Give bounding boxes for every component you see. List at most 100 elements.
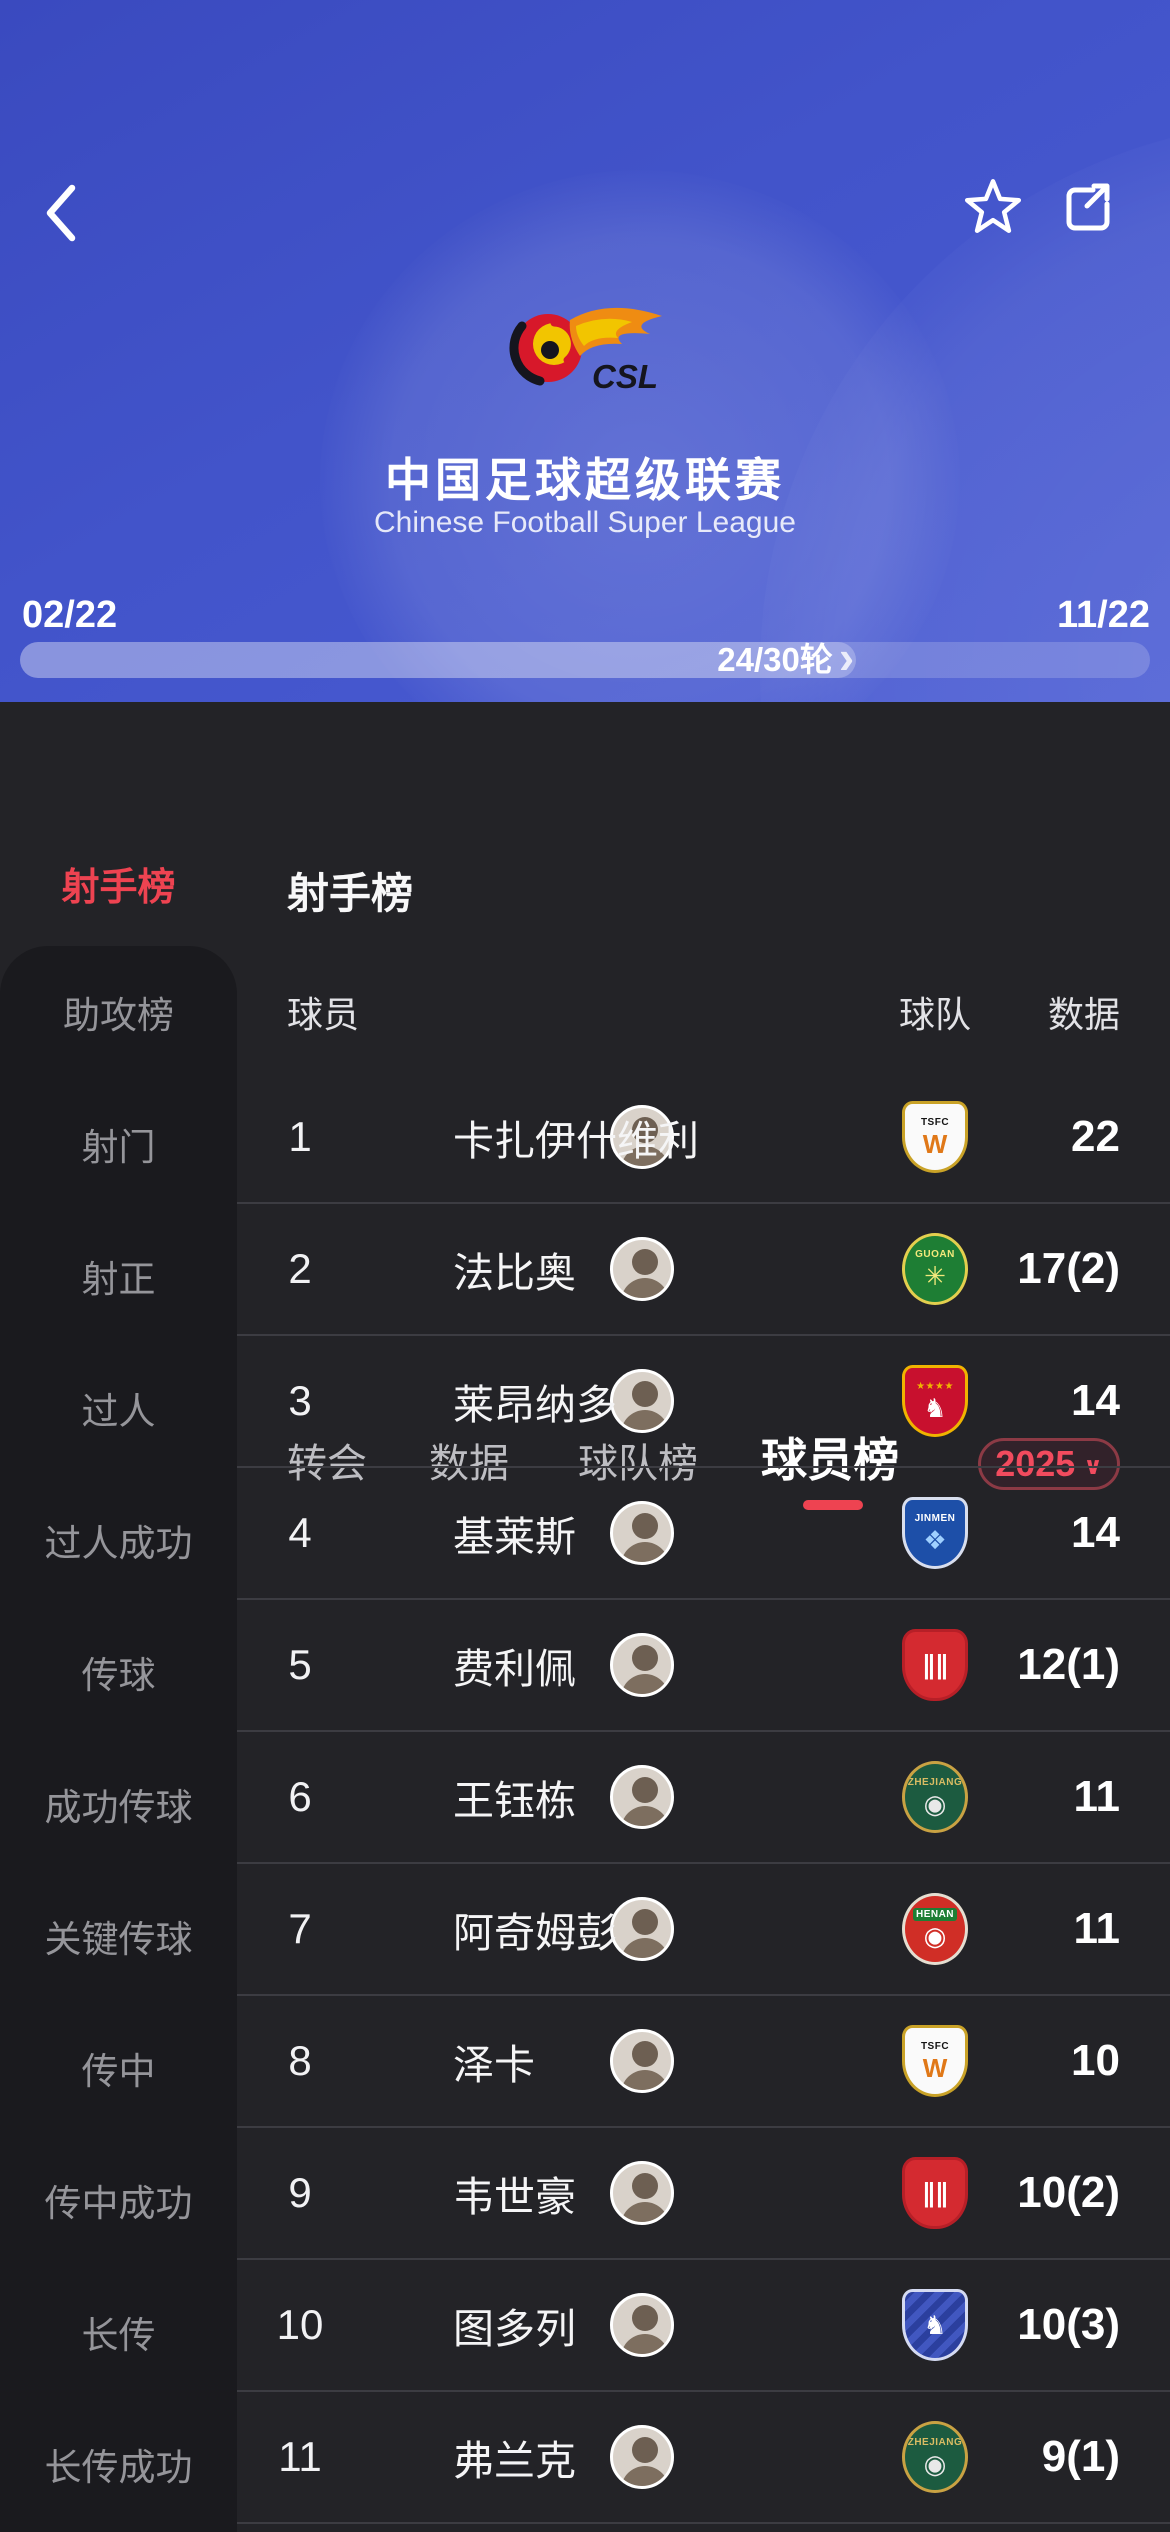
- badge-glyph: ◉: [923, 1788, 947, 1819]
- table-row[interactable]: 9 韦世豪 ∥∥ 10(2): [237, 2128, 1170, 2260]
- league-hero-header: CSL 中国足球超级联赛 Chinese Football Super Leag…: [0, 0, 1170, 702]
- sidebar-item-dribbles[interactable]: 过人: [81, 1391, 156, 1432]
- sidebar-item-assists[interactable]: 助攻榜: [63, 995, 174, 1036]
- player-avatar: [610, 2161, 674, 2225]
- share-button[interactable]: [1056, 175, 1118, 237]
- rank: 5: [288, 1641, 312, 1688]
- table-column-headers: 球员 球队 数据: [237, 986, 1170, 1035]
- sidebar-item-crosses[interactable]: 传中: [81, 2051, 156, 2092]
- rank: 4: [288, 1509, 312, 1556]
- player-name: 韦世豪: [453, 2174, 576, 2220]
- player-name: 图多列: [453, 2306, 576, 2352]
- stat-value: 14: [1071, 1508, 1120, 1557]
- player-avatar: [610, 1501, 674, 1565]
- table-row[interactable]: 3 莱昂纳多 ★★★★ ♞ 14: [237, 1336, 1170, 1468]
- sidebar-item-passes-success[interactable]: 成功传球: [44, 1787, 193, 1828]
- player-avatar: [610, 1765, 674, 1829]
- rank: 6: [288, 1773, 312, 1820]
- table-row[interactable]: 8 泽卡 TSFC W 10: [237, 1996, 1170, 2128]
- csl-league-logo: CSL: [500, 292, 680, 394]
- stat-value: 22: [1071, 1112, 1120, 1161]
- stat-value: 10(2): [1017, 2168, 1120, 2217]
- stat-value: 12(1): [1017, 1640, 1120, 1689]
- badge-glyph: ◉: [923, 2448, 947, 2479]
- team-badge-icon: ★★★★ ♞: [902, 1365, 968, 1437]
- player-avatar: [610, 2425, 674, 2489]
- season-start-date: 02/22: [22, 594, 118, 636]
- rank: 7: [288, 1905, 312, 1952]
- badge-label: TSFC: [920, 1116, 950, 1128]
- star-icon: [964, 179, 1022, 233]
- team-badge-icon: ZHEJIANG ◉: [902, 1761, 968, 1833]
- badge-glyph: ✳: [924, 1260, 946, 1291]
- sidebar-item-dribbles-success[interactable]: 过人成功: [44, 1523, 193, 1564]
- player-name: 卡扎伊什维利: [453, 1118, 699, 1164]
- season-selector[interactable]: 2025 ∨: [978, 1438, 1120, 1490]
- rank: 2: [288, 1245, 312, 1292]
- active-tab-indicator: [803, 1500, 863, 1510]
- stat-value: 17(2): [1017, 1244, 1120, 1293]
- badge-glyph: ∥∥: [922, 2178, 948, 2208]
- chevron-left-icon: [46, 184, 76, 242]
- sidebar-item-long-balls-success[interactable]: 长传成功: [44, 2447, 193, 2488]
- badge-label: ★★★★: [916, 1380, 954, 1392]
- sidebar-item-shots[interactable]: 射门: [81, 1127, 156, 1168]
- table-row[interactable]: 1 卡扎伊什维利 TSFC W 22: [237, 1072, 1170, 1204]
- sidebar-item-top-scorers-active[interactable]: 射手榜: [61, 867, 176, 909]
- stat-category-sidebar: 助攻榜 射门 射正 过人 过人成功 传球 成功传球 关键传球 传中 传中成功 长…: [0, 946, 237, 2532]
- player-name: 弗兰克: [453, 2438, 576, 2484]
- player-avatar: [610, 2029, 674, 2093]
- team-badge-icon: ZHEJIANG ◉: [902, 2421, 968, 2493]
- player-name: 莱昂纳多: [453, 1382, 617, 1428]
- table-row[interactable]: 11 弗兰克 ZHEJIANG ◉ 9(1): [237, 2392, 1170, 2524]
- sidebar-item-passes[interactable]: 传球: [81, 1655, 156, 1696]
- favorite-star-button[interactable]: [962, 175, 1024, 237]
- player-avatar: [610, 2293, 674, 2357]
- rank: 10: [276, 2301, 324, 2348]
- back-button[interactable]: [30, 178, 90, 248]
- section-tabbar: 积分 比赛 转会 数据 球队榜 球员榜 2025 ∨: [0, 702, 1170, 1510]
- season-progress-bar: 24/30轮 ›: [20, 634, 1150, 680]
- svg-text:CSL: CSL: [592, 358, 658, 394]
- sidebar-item-long-balls[interactable]: 长传: [81, 2315, 156, 2356]
- stat-value: 10(3): [1017, 2300, 1120, 2349]
- season-year: 2025: [995, 1443, 1076, 1484]
- column-value: 数据: [1047, 994, 1120, 1035]
- decorative-blob: [320, 170, 960, 702]
- badge-label: ZHEJIANG: [907, 2436, 963, 2448]
- badge-glyph: W: [922, 2052, 948, 2083]
- tab-stats[interactable]: 数据: [429, 1442, 509, 1486]
- tab-team-rankings[interactable]: 球队榜: [578, 1442, 698, 1486]
- league-title: 中国足球超级联赛: [385, 454, 785, 506]
- sidebar-item-shots-on-target[interactable]: 射正: [81, 1259, 156, 1300]
- rank: 1: [288, 1113, 312, 1160]
- sidebar-item-key-passes[interactable]: 关键传球: [44, 1919, 193, 1960]
- badge-label: HENAN: [912, 1907, 958, 1921]
- badge-glyph: ◉: [923, 1920, 947, 1951]
- player-avatar: [610, 1369, 674, 1433]
- team-badge-icon: TSFC W: [902, 1101, 968, 1173]
- table-row[interactable]: 6 王钰栋 ZHEJIANG ◉ 11: [237, 1732, 1170, 1864]
- table-row[interactable]: 7 阿奇姆彭 HENAN ◉ 11: [237, 1864, 1170, 1996]
- table-row[interactable]: 2 法比奥 GUOAN ✳ 17(2): [237, 1204, 1170, 1336]
- table-row[interactable]: 5 费利佩 ∥∥ 12(1): [237, 1600, 1170, 1732]
- stat-value: 11: [1073, 1772, 1120, 1821]
- table-row[interactable]: 4 基莱斯 JINMEN ❖ 14: [237, 1468, 1170, 1600]
- rank: 3: [288, 1377, 312, 1424]
- tab-player-rankings[interactable]: 球员榜: [761, 1434, 899, 1486]
- player-name: 泽卡: [453, 2042, 535, 2088]
- team-badge-icon: ♞: [902, 2289, 968, 2361]
- team-badge-icon: GUOAN ✳: [902, 1233, 968, 1305]
- tab-transfers[interactable]: 转会: [287, 1442, 367, 1486]
- table-row[interactable]: 10 图多列 ♞ 10(3): [237, 2260, 1170, 2392]
- team-badge-icon: ∥∥: [902, 1629, 968, 1701]
- badge-glyph: ❖: [923, 1524, 947, 1555]
- season-end-date: 11/22: [1057, 594, 1150, 636]
- column-player: 球员: [287, 994, 360, 1035]
- player-avatar: [610, 1633, 674, 1697]
- team-badge-icon: TSFC W: [902, 2025, 968, 2097]
- sidebar-item-crosses-success[interactable]: 传中成功: [44, 2183, 193, 2224]
- team-badge-icon: JINMEN ❖: [902, 1497, 968, 1569]
- rank: 9: [288, 2169, 312, 2216]
